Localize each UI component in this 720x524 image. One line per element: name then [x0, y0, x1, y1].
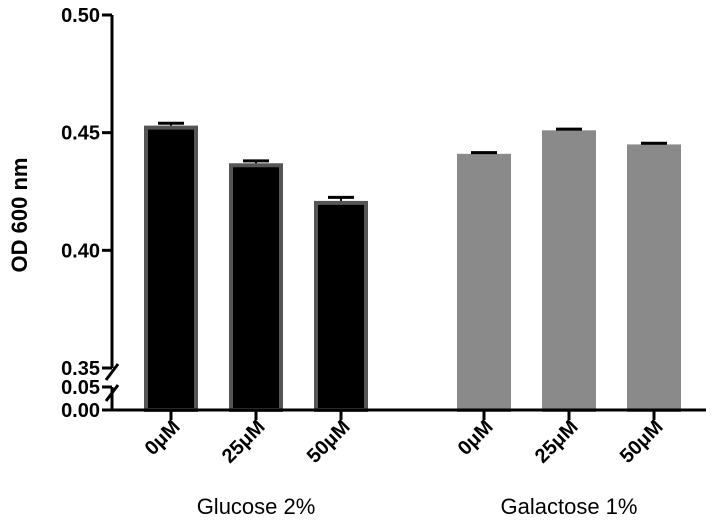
y-axis-title: OD 600 nm: [7, 158, 32, 273]
category-label: 25μM: [531, 416, 583, 468]
category-label: 0μM: [454, 416, 498, 460]
y-tick-label: 0.50: [61, 5, 100, 27]
group-label: Galactose 1%: [501, 494, 638, 519]
y-tick-label: 0.45: [61, 123, 100, 145]
category-label: 25μM: [218, 416, 270, 468]
labels: 0μM 25μM 50μM Glucose 2% 0μM 25μM 50μM Galactos…: [141, 416, 668, 519]
bars: [144, 121, 681, 413]
bar-1-2: [627, 144, 681, 413]
bar-0-0: [144, 125, 198, 413]
category-label: 0μM: [141, 416, 185, 460]
axis-break-mark: [104, 363, 120, 381]
bar-1-0: [457, 153, 511, 412]
y-tick-label: 0.35: [61, 358, 100, 380]
bar-0-1: [229, 163, 283, 412]
x-axis: [111, 408, 706, 420]
y-axis: 0.35 0.40 0.45 0.50 0.000.05: [61, 5, 120, 422]
category-label: 50μM: [616, 416, 668, 468]
axis-break-mark: [104, 384, 120, 402]
y-tick-label: 0.00: [61, 400, 100, 422]
bar-0-2: [314, 200, 368, 412]
group-label: Glucose 2%: [197, 494, 316, 519]
y-tick-label: 0.05: [61, 377, 100, 399]
bar-1-1: [542, 130, 596, 413]
category-label: 50μM: [303, 416, 355, 468]
y-tick-label: 0.40: [61, 240, 100, 262]
